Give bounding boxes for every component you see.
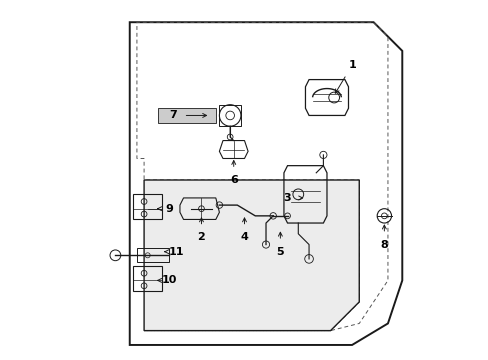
Text: 7: 7 [168, 111, 176, 121]
Text: 6: 6 [229, 175, 237, 185]
Text: 10: 10 [161, 275, 177, 285]
Polygon shape [144, 180, 359, 330]
Text: 1: 1 [347, 60, 355, 70]
Text: 8: 8 [380, 239, 387, 249]
Text: 9: 9 [165, 204, 173, 214]
Text: 5: 5 [276, 247, 284, 257]
Text: 11: 11 [168, 247, 184, 257]
Polygon shape [158, 108, 215, 123]
Text: 3: 3 [283, 193, 291, 203]
Text: 4: 4 [240, 232, 248, 242]
Text: 2: 2 [197, 232, 205, 242]
